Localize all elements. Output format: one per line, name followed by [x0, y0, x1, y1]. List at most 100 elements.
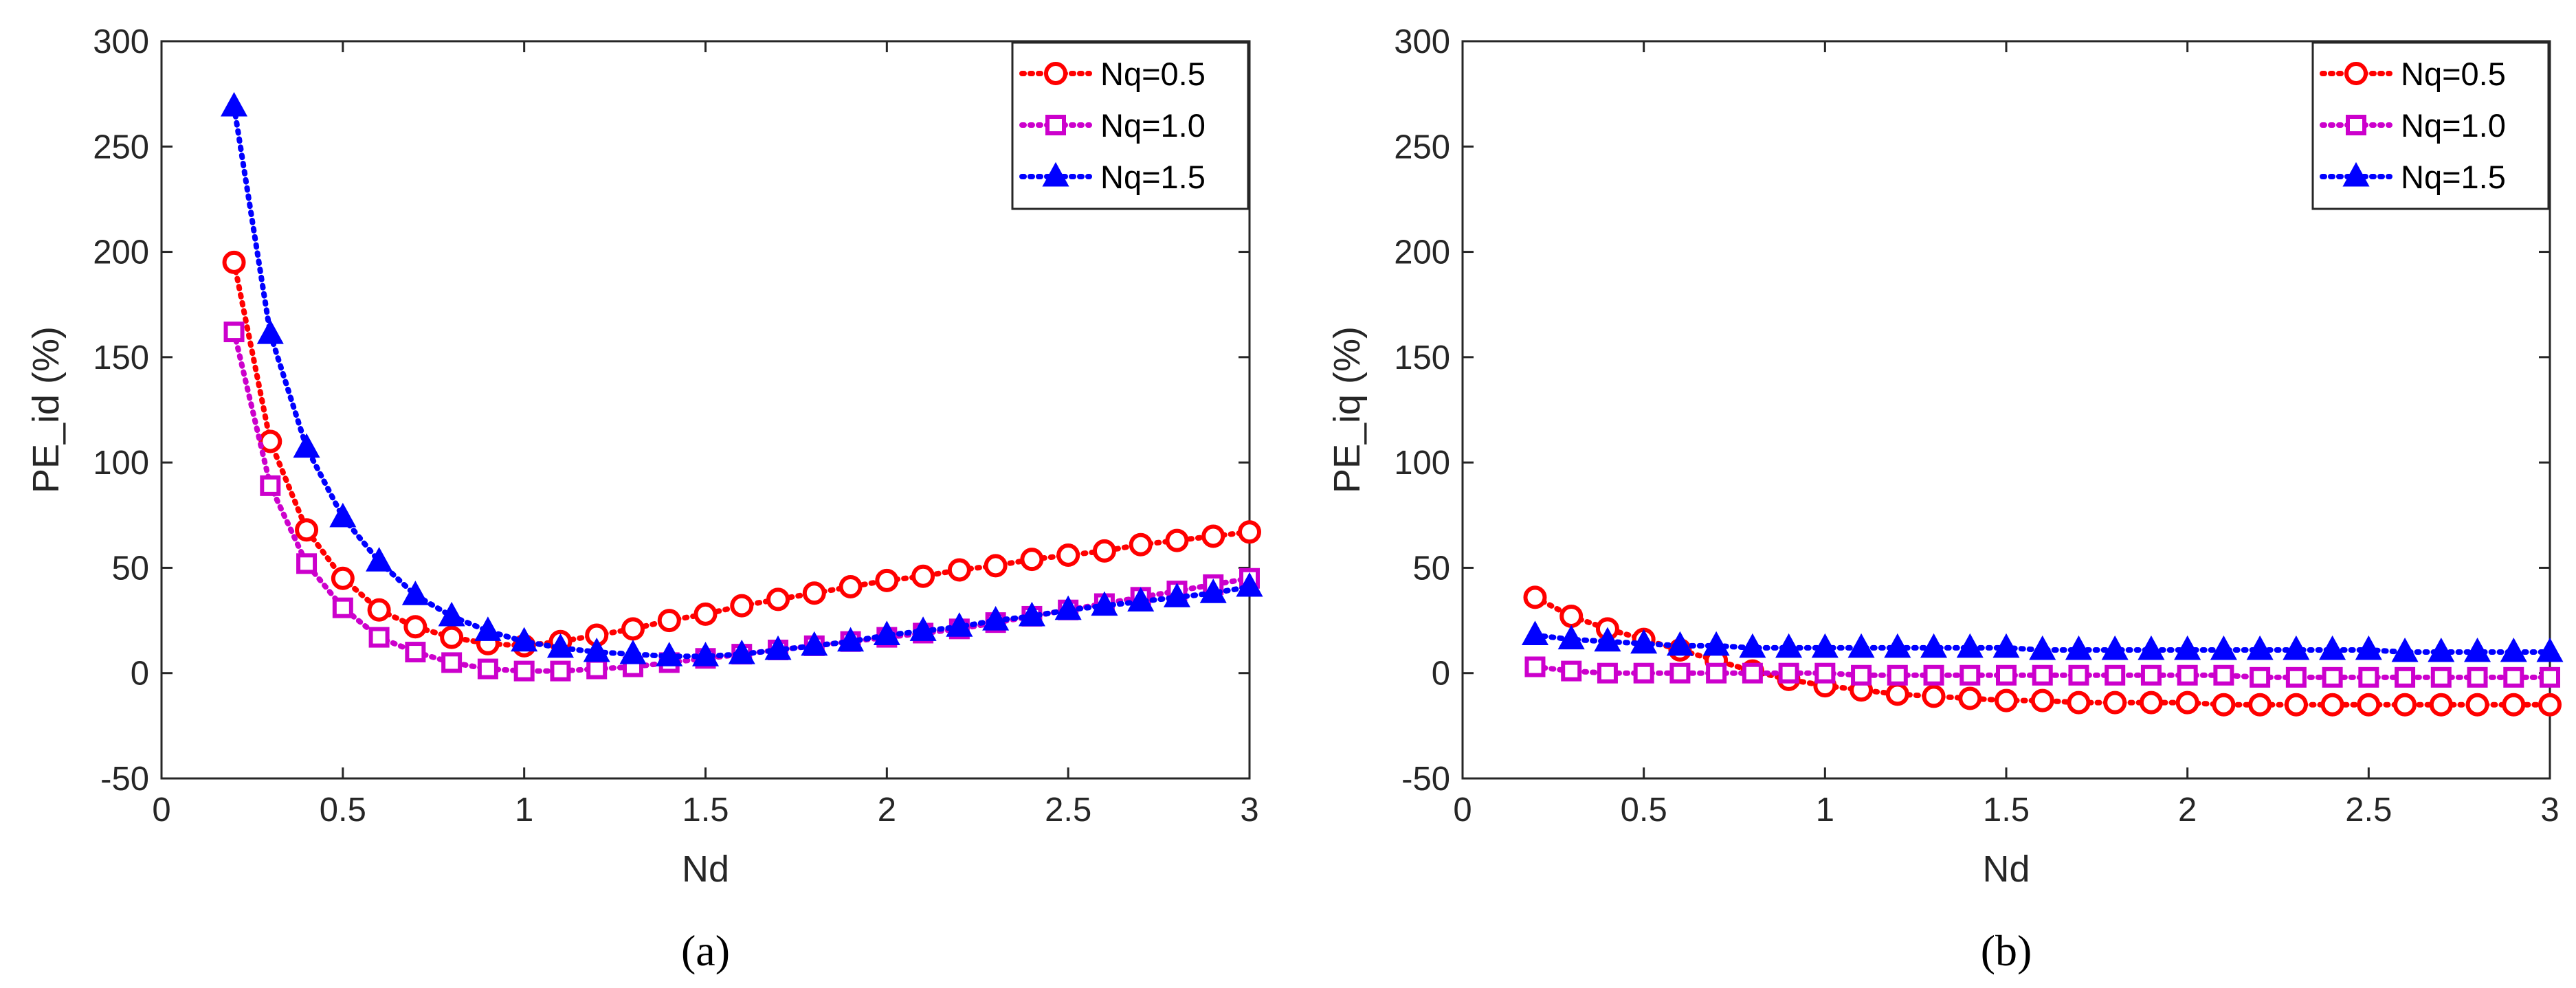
data-point — [873, 620, 900, 646]
data-point — [2138, 635, 2165, 660]
data-point — [2139, 691, 2163, 715]
legend-label: Nq=0.5 — [1100, 56, 1206, 92]
data-point — [332, 597, 353, 618]
data-point — [2358, 666, 2379, 688]
data-point — [2464, 637, 2491, 662]
legend-label: Nq=0.5 — [2401, 56, 2506, 92]
data-point — [2103, 691, 2127, 715]
data-point — [1561, 660, 1582, 682]
y-tick-label: 300 — [93, 23, 149, 60]
data-point — [331, 566, 355, 590]
data-point — [1165, 528, 1189, 552]
legend-marker — [1044, 62, 1067, 85]
y-tick-label: 100 — [93, 445, 149, 482]
data-point — [513, 660, 535, 682]
data-point — [2502, 693, 2526, 717]
data-point — [693, 602, 718, 626]
x-tick-label: 2 — [878, 791, 896, 829]
data-point — [2285, 666, 2307, 688]
data-point — [1923, 664, 1944, 686]
data-point — [438, 601, 465, 627]
x-tick-label: 0.5 — [1621, 791, 1667, 829]
x-tick-label: 3 — [1240, 791, 1258, 829]
y-tick-label: 200 — [1394, 234, 1450, 271]
data-point — [293, 433, 320, 458]
data-point — [1524, 656, 1546, 677]
data-point — [2319, 635, 2346, 660]
legend-item: Nq=1.0 — [2320, 107, 2506, 144]
data-point — [2068, 664, 2089, 686]
data-point — [441, 652, 463, 673]
data-point — [1959, 664, 1981, 686]
series-line — [1532, 632, 2553, 655]
data-point — [2246, 635, 2274, 660]
data-point — [1630, 629, 1658, 654]
data-point — [2067, 691, 2091, 715]
data-point — [2357, 693, 2381, 717]
data-point — [1958, 686, 1982, 710]
y-axis-label: PE_id (%) — [25, 326, 67, 493]
panel-label: (a) — [681, 926, 730, 975]
legend-item: Nq=1.5 — [2320, 159, 2506, 195]
y-tick-label: 100 — [1394, 445, 1450, 482]
legend-label: Nq=1.0 — [1100, 107, 1206, 144]
data-point — [1669, 662, 1691, 684]
data-point — [2503, 666, 2524, 688]
panel-label: (b) — [1981, 926, 2032, 975]
data-point — [656, 642, 683, 666]
data-point — [221, 91, 248, 117]
data-point — [401, 581, 429, 605]
data-point — [1054, 595, 1082, 620]
data-point — [366, 547, 393, 572]
data-point — [1996, 664, 2017, 686]
data-point — [1920, 633, 1948, 658]
data-point — [2101, 635, 2129, 660]
data-point — [546, 633, 574, 658]
legend-item: Nq=1.5 — [1019, 159, 1206, 195]
data-point — [911, 564, 935, 588]
data-point — [1956, 633, 1984, 658]
x-axis-label: Nd — [682, 849, 729, 890]
data-point — [2210, 635, 2237, 660]
data-point — [730, 594, 754, 618]
data-point — [477, 658, 498, 680]
y-tick-label: 0 — [1432, 655, 1450, 693]
data-point — [802, 581, 826, 605]
data-point — [1163, 583, 1190, 607]
series-Nq=1.0 — [1524, 656, 2560, 688]
data-point — [909, 616, 937, 641]
data-point — [2213, 664, 2234, 686]
x-tick-label: 2.5 — [1045, 791, 1091, 829]
data-point — [367, 598, 391, 622]
data-point — [2395, 666, 2416, 688]
x-tick-label: 0.5 — [320, 791, 366, 829]
data-point — [2283, 635, 2310, 660]
legend: Nq=0.5 Nq=1.0 Nq=1.5 — [1011, 41, 1250, 210]
data-point — [1992, 633, 2020, 658]
data-point — [2467, 666, 2488, 688]
x-tick-label: 0 — [1453, 791, 1472, 829]
data-point — [2536, 637, 2564, 662]
legend-label: Nq=1.5 — [2401, 159, 2506, 195]
data-point — [440, 625, 464, 649]
legend: Nq=0.5 Nq=1.0 Nq=1.5 — [2311, 41, 2550, 210]
data-point — [766, 587, 790, 611]
data-point — [1851, 664, 1872, 686]
data-point — [2032, 664, 2053, 686]
data-point — [1742, 662, 1763, 684]
data-point — [2429, 693, 2453, 717]
x-tick-label: 1.5 — [1983, 791, 2030, 829]
data-point — [1238, 520, 1261, 544]
y-tick-label: 250 — [1394, 128, 1450, 166]
data-point — [2465, 693, 2489, 717]
data-point — [1597, 662, 1618, 684]
data-point — [2065, 635, 2092, 660]
legend-marker — [2344, 62, 2368, 85]
data-point — [2500, 637, 2527, 662]
legend-item: Nq=0.5 — [1019, 56, 1206, 92]
y-axis-label: PE_iq (%) — [1326, 326, 1368, 493]
data-point — [1702, 631, 1730, 656]
data-point — [295, 518, 319, 542]
series-Nq=1.5 — [1521, 620, 2564, 662]
y-tick-label: 50 — [111, 550, 149, 587]
